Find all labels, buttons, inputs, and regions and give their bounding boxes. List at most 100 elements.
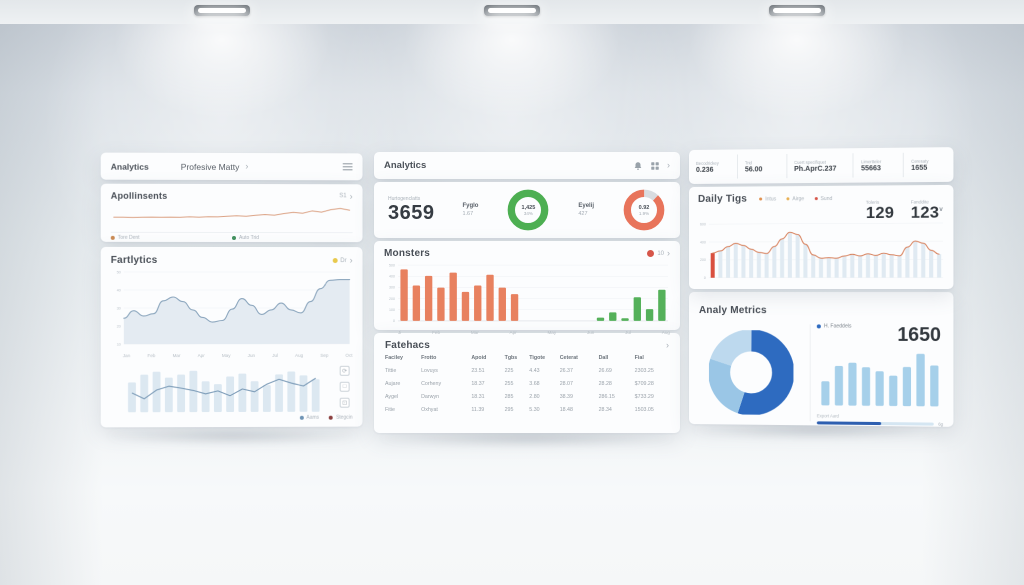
column-header[interactable]: Apoid — [471, 355, 487, 361]
divider — [809, 324, 811, 422]
stat-cell: Limertteler 55663 — [852, 152, 903, 178]
x-label: Jul — [272, 352, 278, 358]
legend-item: Aams — [299, 415, 319, 421]
column-header[interactable]: Fial — [634, 355, 644, 361]
column-header[interactable]: Tgbs — [504, 355, 518, 361]
legend-item: Tore Dent — [110, 235, 232, 241]
column-header[interactable]: Frotto — [421, 355, 437, 361]
chevron-right-icon[interactable]: › — [667, 248, 670, 258]
section-title: Apollinsents — [110, 190, 168, 201]
svg-text:200: 200 — [389, 297, 395, 301]
x-axis-labels: Ji Feb Mar Apr May Jun Jul Aug — [384, 330, 670, 335]
kpi-card: Hurtogenclatts 3659 Fyglo 1.67 1,425 34% … — [374, 182, 680, 238]
stat-cell: Cuert specifiquet Ph.AprC.237 — [785, 153, 853, 179]
svg-text:0: 0 — [704, 276, 706, 280]
ceiling-light-icon — [484, 5, 540, 16]
ceiling-light-icon — [769, 5, 825, 16]
progress-label: Export Aard — [816, 413, 840, 419]
chart-tool-icon[interactable]: ⟳ — [339, 365, 350, 376]
fartlytics-card: Fartlytics Dr › 50 40 30 20 10 Jan Feb Mar Apr M… — [100, 246, 363, 428]
legend: Intus Airge Sund — [759, 195, 832, 202]
band-line-chart: 600 400 200 0 — [700, 219, 945, 280]
table-body: Tittie Lovuys 23.51 225 4.43 26.37 26.69 230… — [385, 364, 669, 416]
legend: Tore Dent Auto Trid — [110, 231, 353, 242]
x-label: Apr — [197, 353, 205, 359]
chart-tool-icon[interactable]: □ — [339, 381, 350, 392]
legend-item: Intus — [759, 196, 776, 202]
grid-icon[interactable] — [650, 161, 660, 171]
menu-icon[interactable] — [342, 163, 353, 171]
floor-shadow — [104, 428, 360, 444]
chart-tool-icon[interactable]: ⊡ — [339, 397, 350, 408]
action-label[interactable]: Dr — [340, 257, 347, 264]
bell-icon[interactable] — [633, 161, 643, 171]
breadcrumb[interactable]: Profesive Matty — [180, 161, 240, 172]
chevron-right-icon[interactable]: › — [245, 161, 249, 172]
stat-cell: Trid 56.00 — [736, 153, 786, 179]
legend-item: Auto Trid — [232, 235, 353, 241]
section-title: Fartlytics — [110, 254, 158, 266]
area-chart: 50 40 30 20 10 — [117, 270, 352, 346]
table-row[interactable]: Tittie Lovuys 23.51 225 4.43 26.37 26.69 230… — [385, 367, 654, 374]
left-panel: Analytics Profesive Matty › Apollinsents… — [100, 152, 363, 428]
x-label: Aug — [295, 352, 304, 358]
section-title: Daily Tigs — [697, 193, 748, 205]
section-title: Fatehacs — [385, 340, 430, 351]
x-label: Jul — [625, 330, 631, 335]
table-card: Fatehacs › Faciley Frotto Apoid Tgbs Tigote C… — [374, 333, 680, 433]
section-title: Analy Metrics — [698, 305, 767, 317]
table-row[interactable]: Aujare Corheny 18.37 255 3.68 28.07 28.28 $7… — [385, 380, 654, 387]
middle-header-card: Analytics › — [374, 152, 680, 179]
kpi-value: 1650 — [897, 324, 942, 347]
column-header[interactable]: Tigote — [529, 355, 546, 361]
svg-text:40: 40 — [117, 288, 121, 292]
donut-green: 1,425 34% — [506, 188, 550, 232]
panel-title: Analytics — [110, 161, 149, 172]
alert-dot-icon — [647, 250, 655, 257]
table-row[interactable]: Aygel Darwyn 18.31 285 2.80 38.39 286.15 $73… — [385, 393, 654, 400]
bar-chart — [821, 353, 939, 407]
kpi-primary: Hurtogenclatts 3659 — [388, 195, 435, 224]
daily-tigs-card: Daily Tigs Intus Airge Sund Toleris 129 Fa… — [689, 184, 954, 290]
action-label[interactable]: 10 — [657, 250, 664, 257]
column-header[interactable]: Ceterat — [559, 355, 578, 361]
svg-text:10: 10 — [117, 342, 121, 346]
legend-item: Sund — [814, 195, 832, 202]
grouped-bar-chart: 500 400 300 200 100 0 — [389, 263, 669, 323]
x-label: Ji — [398, 330, 402, 335]
table-header-row: Faciley Frotto Apoid Tgbs Tigote Ceterat Dall F… — [385, 351, 669, 364]
x-label: Jun — [586, 330, 595, 335]
progress-fill — [816, 421, 882, 426]
column-header[interactable]: Dall — [598, 355, 609, 361]
donut-orange: 0.92 1.9% — [622, 188, 666, 232]
daily-stat: Toleris 129 — [865, 199, 895, 223]
donut-blue — [699, 320, 804, 425]
chevron-right-icon[interactable]: › — [666, 340, 669, 350]
x-label: Jan — [122, 353, 131, 359]
status-dot-icon — [332, 258, 338, 264]
kpi-secondary: Fyglo 1.67 — [462, 203, 479, 217]
chevron-right-icon[interactable]: › — [667, 160, 670, 170]
chevron-right-icon[interactable]: › — [349, 190, 353, 201]
x-label: May — [221, 353, 231, 359]
x-label: Apr — [509, 330, 517, 335]
x-label: Aug — [661, 330, 670, 335]
kpi-secondary: Eyelij 427 — [578, 203, 595, 217]
table-row[interactable]: Fitie Oxhyat 11.39 295 5.30 18.48 28.34 1503… — [385, 406, 654, 413]
legend-item: Airge — [786, 196, 804, 202]
chevron-right-icon[interactable]: › — [349, 255, 353, 266]
stat-cell: Becodrickey 0.236 — [695, 160, 719, 174]
chart-tools: ⟳ □ ⊡ — [337, 362, 353, 414]
x-label: Sep — [320, 352, 329, 358]
svg-text:100: 100 — [389, 308, 395, 312]
svg-text:30: 30 — [117, 306, 121, 310]
progress-bar[interactable] — [816, 421, 935, 426]
column-header[interactable]: Faciley — [385, 355, 403, 361]
x-axis-labels: Jan Feb Mar Apr May Jun Jul Aug Sep Oct — [111, 353, 353, 358]
stat-cell: Ceresaty 1655 — [902, 152, 954, 178]
action-label[interactable]: S1 — [339, 193, 347, 200]
svg-text:400: 400 — [389, 275, 395, 279]
svg-text:50: 50 — [117, 270, 121, 274]
sparkline-card: Apollinsents S1 › Tore Dent Auto Trid — [100, 183, 363, 243]
